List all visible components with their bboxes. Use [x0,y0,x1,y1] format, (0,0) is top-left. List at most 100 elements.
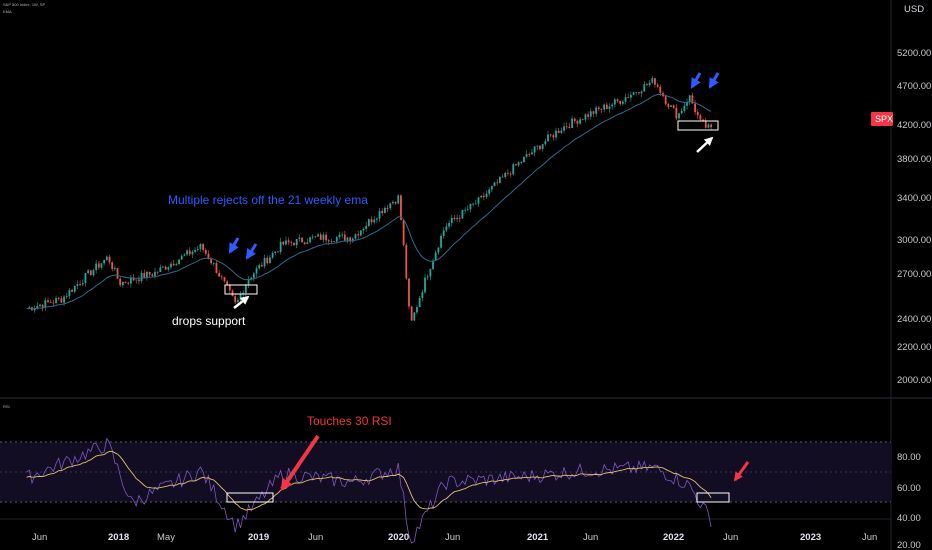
candle-body [512,164,515,175]
candle-body [263,257,266,267]
candle-body [498,176,501,183]
candle-body [290,242,293,244]
white-arrow-2[interactable] [696,136,714,153]
candle-body [541,144,544,150]
drops-support-annotation[interactable]: drops support [172,314,246,328]
y-tick-4200: 4200.00 [897,120,931,131]
candle-body [389,203,392,209]
candle-body [442,230,445,236]
candle-body [563,126,565,131]
candle-body [207,253,210,260]
candle-body [57,298,60,299]
candle-body [448,223,450,227]
candle-body [223,277,226,282]
candle-body [325,234,327,241]
white-arrow-1[interactable] [233,295,250,309]
candle-body [255,268,258,274]
candle-body [269,257,271,264]
blue-arrow-3[interactable] [690,72,702,89]
candle-body [164,266,167,270]
candle-body [597,107,600,109]
y-tick-4700: 4700.00 [897,81,931,92]
candle-body [41,304,44,308]
candle-body [33,308,36,311]
candle-body [611,104,614,107]
candle-body [445,226,448,231]
indicator-label: EMA [3,9,12,14]
support-box-2018[interactable] [224,284,258,295]
ema-21-line [26,93,712,310]
candle-body [659,86,662,93]
spx-price-tag[interactable] [871,112,893,126]
candle-body [579,119,581,124]
candle-body [517,162,520,166]
x-tick-2022: 2022 [663,532,684,543]
rsi-tick-60: 60.00 [897,483,921,494]
candle-body [675,107,678,119]
blue-arrow-1[interactable] [228,237,240,254]
candle-body [509,173,512,175]
candle-body [314,236,317,238]
candle-body [63,296,65,303]
candle-body [410,306,413,321]
rsi-box-2022[interactable] [696,492,730,503]
candle-body [670,105,672,107]
candle-body [464,209,467,211]
candle-body [68,290,71,297]
candle-body [287,240,290,243]
candle-body [691,95,694,104]
x-tick-jun-2019: Jun [308,532,323,543]
rsi-annotation[interactable]: Touches 30 RSI [307,414,392,428]
candle-body [384,207,386,214]
candle-body [140,273,143,282]
candle-body [303,242,306,244]
candle-body [680,110,683,114]
candle-body [282,241,285,245]
candle-body [151,274,154,276]
x-tick-jun-2022: Jun [723,532,738,543]
red-arrow-2[interactable] [733,461,750,482]
candle-body [92,270,95,276]
candle-body [293,242,295,246]
candle-body [496,182,499,184]
candle-body [699,115,702,120]
candle-body [162,266,164,268]
y-tick-3800: 3800.00 [897,154,931,165]
candle-body [170,263,172,268]
candle-body [103,259,106,264]
candle-body [573,118,576,121]
candle-body [44,300,47,308]
candle-body [589,111,592,117]
candle-body [704,121,707,128]
blue-arrow-4[interactable] [708,72,720,89]
x-tick-jun-2017: Jun [32,532,47,543]
support-box-2022[interactable] [677,120,719,131]
candle-body [456,217,458,219]
candle-body [581,119,584,121]
candle-body [515,164,517,166]
candle-body [397,195,400,204]
candle-body [560,130,563,133]
rsi-ma-line [26,450,712,511]
candle-body [488,189,491,194]
y-tick-5200: 5200.00 [897,48,931,59]
candle-body [154,271,156,276]
candle-body [285,240,287,245]
rejects-annotation[interactable]: Multiple rejects off the 21 weekly ema [168,193,368,207]
red-arrow-1[interactable] [280,434,320,491]
candle-body [327,240,330,242]
candle-body [218,272,221,277]
candle-body [568,126,571,128]
candle-body [638,92,640,94]
candle-body [266,257,269,264]
candle-body [603,104,606,110]
candle-body [707,124,710,128]
rsi-box-2018[interactable] [226,492,274,503]
blue-arrow-2[interactable] [245,243,258,260]
candle-body [619,101,622,104]
candle-body [440,235,442,248]
candle-body [629,94,632,98]
currency-label[interactable]: USD [904,4,924,15]
candle-body [656,84,659,87]
